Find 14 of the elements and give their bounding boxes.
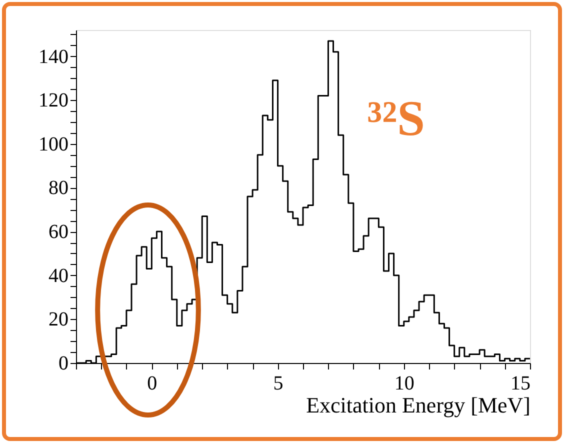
y-tick-label: 40 — [48, 264, 68, 287]
y-tick-label: 120 — [38, 90, 68, 112]
x-tick-label: 10 — [394, 372, 414, 394]
y-tick-label: 20 — [48, 308, 68, 331]
x-tick-label: 5 — [273, 372, 284, 394]
y-tick-label: 100 — [38, 133, 68, 156]
x-tick-label: 15 — [510, 372, 530, 394]
x-tick-label: 0 — [147, 372, 158, 394]
y-tick-label: 0 — [58, 352, 68, 374]
y-tick-label: 60 — [48, 221, 68, 244]
annotation: ³²S — [367, 90, 425, 146]
y-tick-label: 140 — [38, 46, 68, 68]
y-tick-label: 80 — [48, 177, 68, 200]
x-axis-title: Excitation Energy [MeV] — [306, 392, 530, 418]
